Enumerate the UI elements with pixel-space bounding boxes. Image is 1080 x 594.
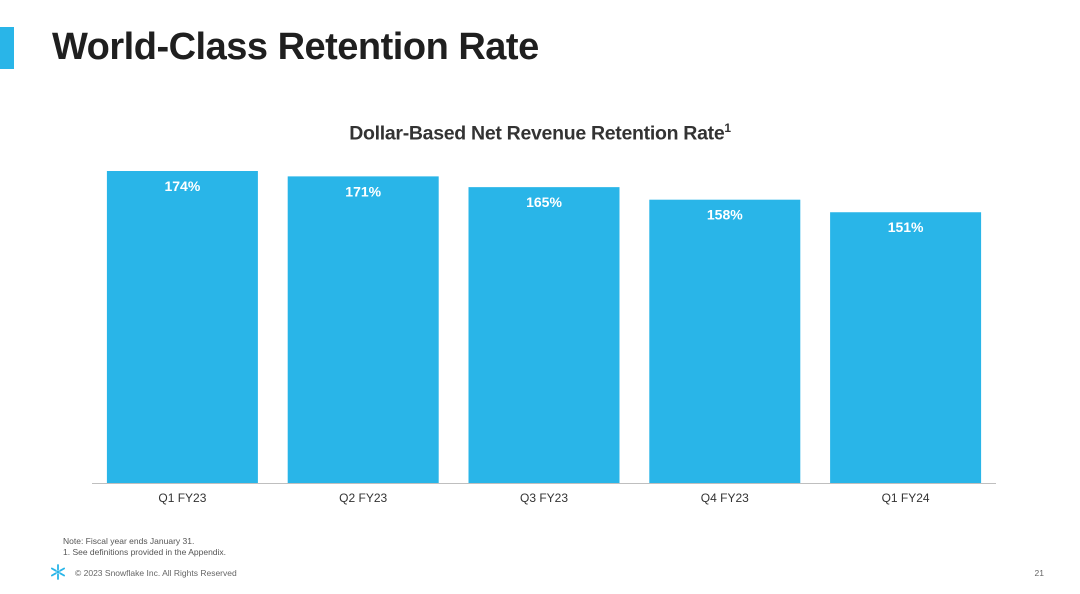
bar-q3-fy23 [468,187,620,483]
chart-title: Dollar-Based Net Revenue Retention Rate1 [0,121,1080,146]
bar-q4-fy23 [649,199,801,484]
chart-title-text: Dollar-Based Net Revenue Retention Rate [349,122,725,145]
page-number: 21 [1034,568,1044,578]
data-label-q1-fy24: 151% [888,219,924,235]
data-label-q2-fy23: 171% [345,183,381,199]
x-tick-label-q4-fy23: Q4 FY23 [701,491,749,505]
bar-q1-fy24 [830,212,982,483]
appendix-footnote: 1. See definitions provided in the Appen… [63,547,227,557]
x-tick-labels: Q1 FY23 Q2 FY23 Q3 FY23 Q4 FY23 Q1 FY24 [158,491,930,505]
data-label-q3-fy23: 165% [526,194,562,210]
chart-title-footnote-marker: 1 [724,121,731,135]
data-label-q1-fy23: 174% [164,178,200,194]
bar-q1-fy23 [106,171,258,483]
fiscal-year-note: Note: Fiscal year ends January 31. [63,536,195,546]
bar-group: 174% 171% 165% 158% 151% [106,171,982,484]
x-tick-label-q1-fy24: Q1 FY24 [882,491,930,505]
x-tick-label-q1-fy23: Q1 FY23 [158,491,206,505]
x-tick-label-q2-fy23: Q2 FY23 [339,491,387,505]
title-accent-bar [0,27,14,69]
bar-q2-fy23 [287,176,439,483]
copyright-text: © 2023 Snowflake Inc. All Rights Reserve… [75,568,237,578]
snowflake-logo-icon [50,564,66,580]
data-label-q4-fy23: 158% [707,207,743,223]
slide-title: World-Class Retention Rate [52,26,539,68]
x-tick-label-q3-fy23: Q3 FY23 [520,491,568,505]
